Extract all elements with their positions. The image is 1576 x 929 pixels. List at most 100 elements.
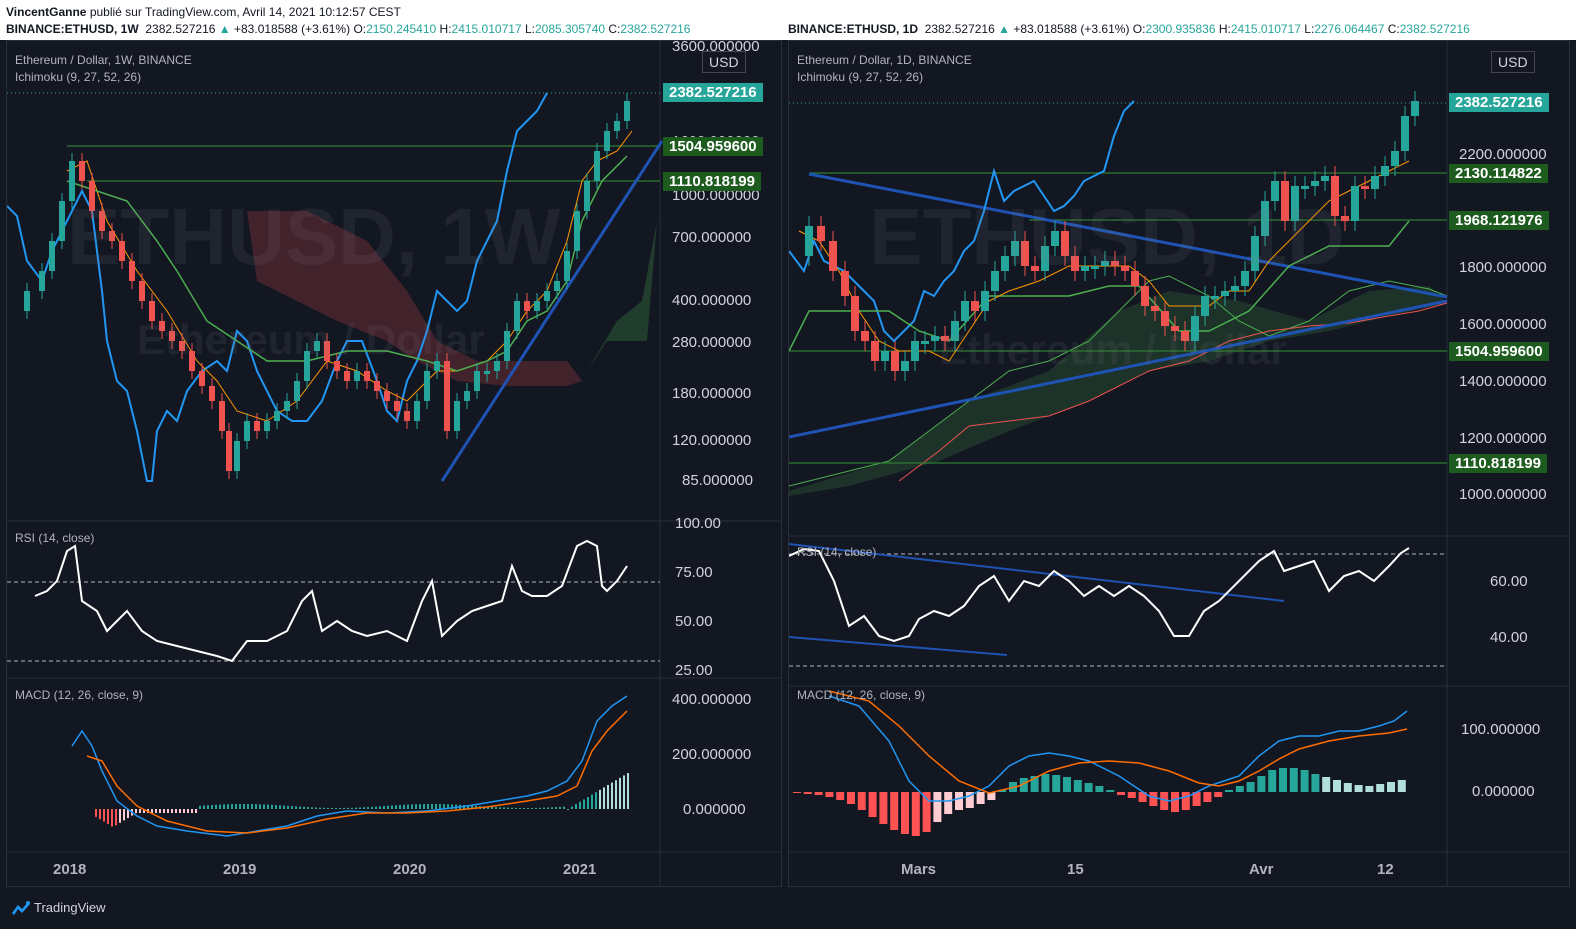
candle-body[interactable] [364, 371, 370, 381]
candle-body[interactable] [1211, 296, 1219, 299]
candle-body[interactable] [1101, 261, 1109, 266]
candle-body[interactable] [394, 401, 400, 411]
candle-body[interactable] [464, 391, 470, 401]
candle-body[interactable] [504, 331, 510, 361]
candle-body[interactable] [1001, 256, 1009, 271]
candle-body[interactable] [199, 371, 205, 386]
candle-body[interactable] [324, 341, 330, 361]
currency-button[interactable]: USD [702, 51, 746, 73]
candle-body[interactable] [294, 381, 300, 401]
candle-body[interactable] [1031, 266, 1039, 271]
author-name[interactable]: VincentGanne [6, 5, 87, 19]
candle-body[interactable] [1171, 326, 1179, 331]
candle-body[interactable] [1181, 331, 1189, 341]
candle-body[interactable] [1131, 271, 1139, 286]
candle-body[interactable] [971, 301, 979, 311]
indicator-legend-ichimoku[interactable]: Ichimoku (9, 27, 52, 26) [15, 70, 142, 84]
candle-body[interactable] [1271, 181, 1279, 201]
candle-body[interactable] [254, 421, 260, 431]
candle-body[interactable] [1071, 256, 1079, 271]
candle-body[interactable] [1381, 166, 1389, 176]
candle-body[interactable] [1281, 181, 1289, 221]
candle-body[interactable] [354, 371, 360, 381]
candle-body[interactable] [534, 301, 540, 311]
candle-body[interactable] [1011, 241, 1019, 256]
candle-body[interactable] [304, 351, 310, 381]
candle-body[interactable] [24, 291, 30, 311]
candle-body[interactable] [1261, 201, 1269, 236]
candle-body[interactable] [59, 201, 65, 241]
candle-body[interactable] [1351, 186, 1359, 221]
candle-body[interactable] [434, 361, 440, 371]
candle-body[interactable] [244, 421, 250, 441]
candle-body[interactable] [264, 421, 270, 431]
candle-body[interactable] [1051, 231, 1059, 246]
candle-body[interactable] [444, 361, 450, 431]
candle-body[interactable] [524, 301, 530, 311]
candle-body[interactable] [69, 161, 75, 201]
weekly-candles[interactable] [24, 93, 630, 479]
candle-body[interactable] [981, 291, 989, 311]
footer-brand[interactable]: TradingView [34, 900, 106, 915]
weekly-chart-canvas[interactable] [7, 41, 782, 887]
candle-body[interactable] [817, 226, 825, 241]
candle-body[interactable] [911, 341, 919, 361]
candle-body[interactable] [384, 391, 390, 401]
candle-body[interactable] [941, 336, 949, 341]
candle-body[interactable] [829, 241, 837, 271]
candle-body[interactable] [49, 241, 55, 271]
candle-body[interactable] [314, 341, 320, 351]
candle-body[interactable] [1341, 216, 1349, 221]
candle-body[interactable] [544, 291, 550, 301]
rsi-legend[interactable]: RSI (14, close) [15, 531, 95, 545]
candle-body[interactable] [1061, 231, 1069, 256]
daily-chart-panel[interactable]: ETHUSD, 1D Ethereum / Dollar Ethereum / … [788, 40, 1570, 887]
candle-body[interactable] [1321, 176, 1329, 181]
candle-body[interactable] [921, 341, 929, 344]
candle-body[interactable] [1361, 186, 1369, 189]
candle-body[interactable] [1021, 241, 1029, 266]
candle-body[interactable] [881, 351, 889, 361]
candle-body[interactable] [99, 211, 105, 231]
uptrend-line[interactable] [440, 140, 664, 482]
candle-body[interactable] [1331, 176, 1339, 216]
candle-body[interactable] [514, 301, 520, 331]
candle-body[interactable] [805, 226, 813, 256]
candle-body[interactable] [1251, 236, 1259, 271]
candle-body[interactable] [614, 121, 620, 131]
candle-body[interactable] [179, 341, 185, 351]
candle-body[interactable] [861, 331, 869, 341]
uptrend-line[interactable] [789, 299, 1448, 439]
candle-body[interactable] [951, 321, 959, 341]
candle-body[interactable] [474, 371, 480, 391]
candle-body[interactable] [1301, 186, 1309, 189]
candle-body[interactable] [454, 401, 460, 431]
macd-legend[interactable]: MACD (12, 26, close, 9) [797, 688, 926, 702]
candle-body[interactable] [891, 351, 899, 371]
candle-body[interactable] [564, 251, 570, 281]
candle-body[interactable] [594, 151, 600, 181]
candle-body[interactable] [284, 401, 290, 411]
downtrend-line[interactable] [808, 172, 1448, 299]
candle-body[interactable] [1151, 306, 1159, 311]
candle-body[interactable] [234, 441, 240, 471]
candle-body[interactable] [109, 231, 115, 241]
candle-body[interactable] [1371, 176, 1379, 189]
candle-body[interactable] [129, 261, 135, 281]
chart-title[interactable]: Ethereum / Dollar, 1D, BINANCE [797, 53, 972, 67]
candle-body[interactable] [149, 301, 155, 321]
candle-body[interactable] [89, 181, 95, 211]
candle-body[interactable] [1081, 266, 1089, 271]
candle-body[interactable] [1401, 116, 1409, 151]
candle-body[interactable] [79, 161, 85, 181]
candle-body[interactable] [1201, 296, 1209, 316]
candle-body[interactable] [1121, 266, 1129, 271]
candle-body[interactable] [841, 271, 849, 296]
daily-candles[interactable] [805, 91, 1419, 381]
candle-body[interactable] [1411, 101, 1419, 116]
candle-body[interactable] [494, 361, 500, 371]
candle-body[interactable] [1311, 181, 1319, 186]
candle-body[interactable] [624, 101, 630, 121]
candle-body[interactable] [274, 411, 280, 421]
macd-legend[interactable]: MACD (12, 26, close, 9) [15, 688, 144, 702]
